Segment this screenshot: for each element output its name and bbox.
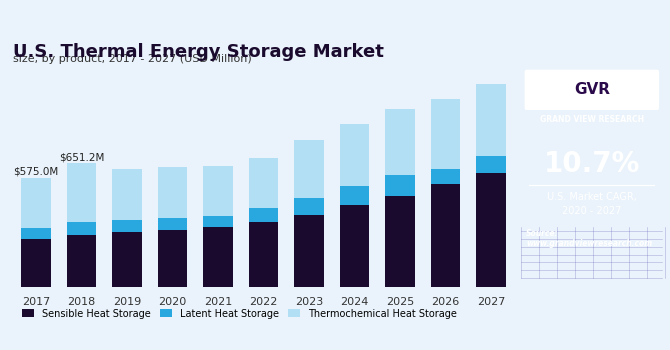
Text: $575.0M: $575.0M xyxy=(13,167,59,176)
Text: GRAND VIEW RESEARCH: GRAND VIEW RESEARCH xyxy=(540,114,644,124)
Bar xyxy=(431,169,460,184)
Bar xyxy=(249,158,278,208)
Bar xyxy=(340,205,369,287)
Text: U.S. Market CAGR,
2020 - 2027: U.S. Market CAGR, 2020 - 2027 xyxy=(547,192,636,216)
Bar xyxy=(385,196,415,287)
Bar xyxy=(203,227,233,287)
Bar xyxy=(21,228,51,239)
Text: size, by product, 2017 - 2027 (USD Million): size, by product, 2017 - 2027 (USD Milli… xyxy=(13,54,252,64)
Bar xyxy=(385,108,415,175)
Bar xyxy=(67,235,96,287)
Bar xyxy=(431,99,460,169)
Bar xyxy=(158,218,188,230)
Text: U.S. Thermal Energy Storage Market: U.S. Thermal Energy Storage Market xyxy=(13,43,385,62)
Bar xyxy=(113,169,142,219)
Bar xyxy=(203,166,233,216)
Bar xyxy=(476,173,506,287)
Bar xyxy=(21,178,51,228)
Bar xyxy=(340,187,369,205)
Bar xyxy=(431,184,460,287)
Bar xyxy=(249,223,278,287)
Bar xyxy=(476,156,506,173)
Text: GVR: GVR xyxy=(574,82,610,97)
Bar xyxy=(67,222,96,235)
Bar xyxy=(158,230,188,287)
Bar xyxy=(158,167,188,218)
Legend: Sensible Heat Storage, Latent Heat Storage, Thermochemical Heat Storage: Sensible Heat Storage, Latent Heat Stora… xyxy=(18,305,460,322)
Bar xyxy=(340,124,369,187)
Bar xyxy=(294,198,324,215)
Bar xyxy=(113,219,142,232)
Bar xyxy=(113,232,142,287)
Bar xyxy=(21,239,51,287)
Text: $651.2M: $651.2M xyxy=(59,152,105,162)
Text: Source:
www.grandviewresearch.com: Source: www.grandviewresearch.com xyxy=(526,229,653,248)
Bar xyxy=(294,140,324,198)
Bar xyxy=(385,175,415,196)
Bar xyxy=(67,163,96,222)
Bar xyxy=(294,215,324,287)
Text: 10.7%: 10.7% xyxy=(543,150,640,178)
Bar xyxy=(249,208,278,223)
Bar xyxy=(476,84,506,156)
Bar xyxy=(203,216,233,227)
FancyBboxPatch shape xyxy=(525,70,659,110)
